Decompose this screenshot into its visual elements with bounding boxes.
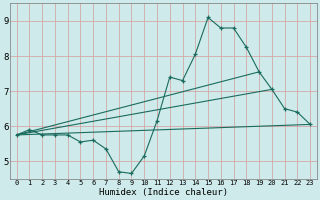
X-axis label: Humidex (Indice chaleur): Humidex (Indice chaleur) — [99, 188, 228, 197]
